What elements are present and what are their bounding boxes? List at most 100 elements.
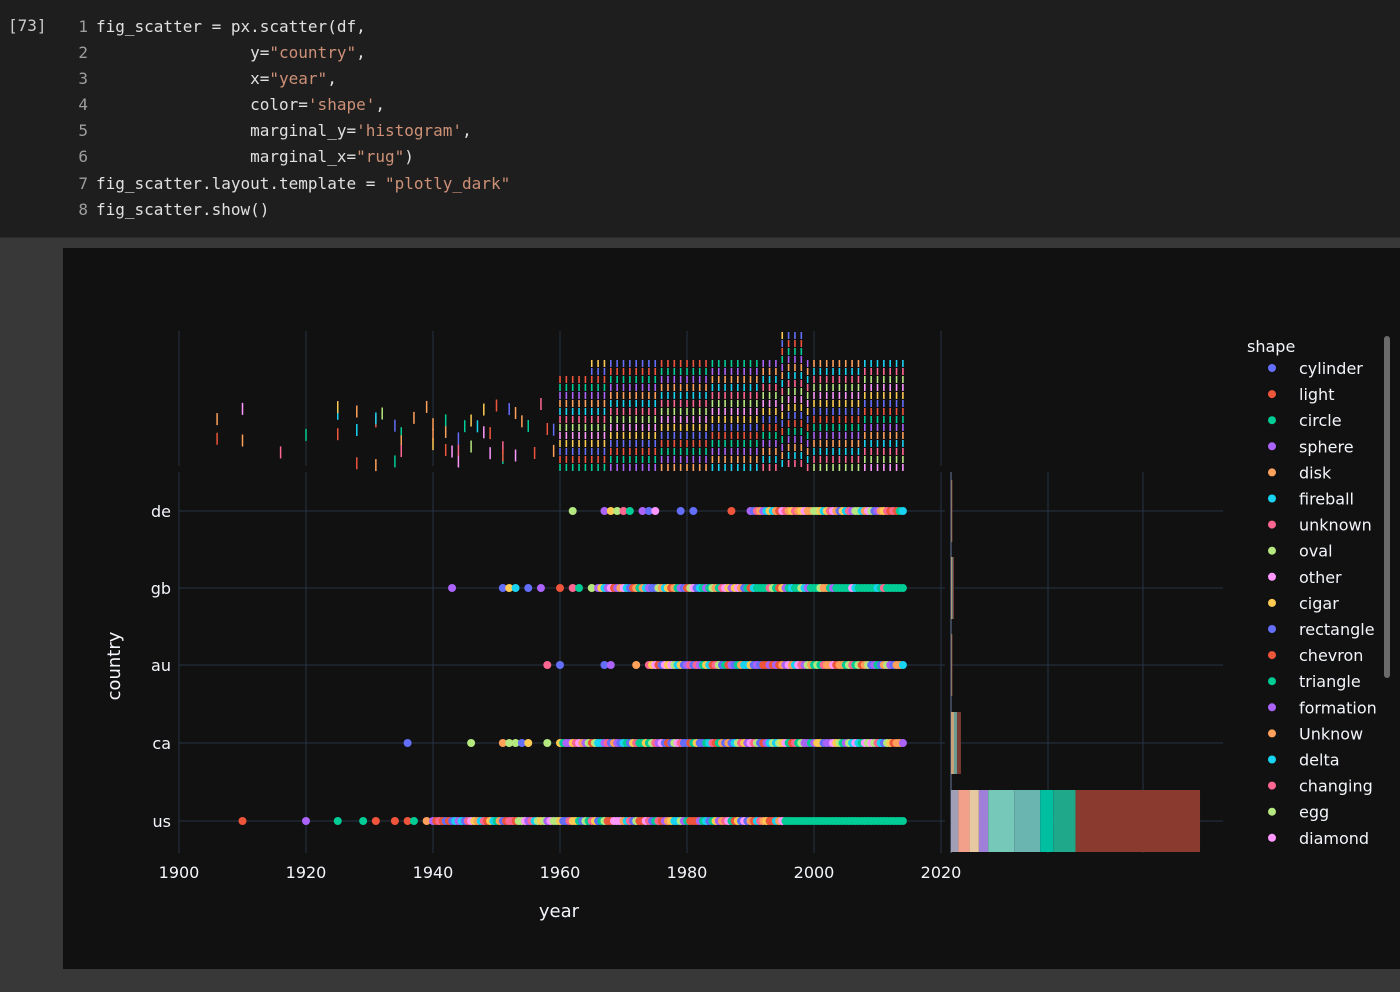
histogram-bar[interactable]	[958, 790, 970, 852]
histogram-bar[interactable]	[978, 790, 989, 852]
scatter-point[interactable]	[600, 507, 609, 515]
scatter-point[interactable]	[403, 817, 412, 825]
code-editor[interactable]: 1 fig_scatter = px.scatter(df, 2 y="countr…	[70, 14, 510, 223]
legend-scrollbar[interactable]	[1384, 336, 1390, 678]
legend-item[interactable]: rectangle	[1268, 620, 1375, 639]
histogram-bar[interactable]	[951, 480, 953, 542]
scatter-point[interactable]	[403, 739, 412, 747]
legend-item[interactable]: changing	[1268, 777, 1373, 796]
legend-item[interactable]: formation	[1268, 698, 1377, 717]
scatter-point[interactable]	[371, 817, 380, 825]
scatter-point[interactable]	[409, 817, 418, 825]
histogram-bar[interactable]	[1040, 790, 1054, 852]
code-cell[interactable]: [73] 1 fig_scatter = px.scatter(df, 2 y="c…	[0, 0, 1400, 238]
scatter-point[interactable]	[333, 817, 342, 825]
histogram-bar[interactable]	[1075, 790, 1201, 852]
legend-item[interactable]: delta	[1268, 751, 1340, 770]
scatter-point[interactable]	[898, 661, 907, 669]
scatter-point[interactable]	[898, 507, 907, 515]
scatter-point[interactable]	[898, 584, 907, 592]
scatter-point[interactable]	[606, 507, 615, 515]
scatter-point[interactable]	[898, 739, 907, 747]
scatter-point[interactable]	[505, 739, 514, 747]
scatter-point[interactable]	[467, 739, 476, 747]
legend-item[interactable]: light	[1268, 385, 1334, 404]
scatter-point[interactable]	[524, 739, 533, 747]
scatter-point[interactable]	[238, 817, 247, 825]
scatter-chart[interactable]: 1900 1920 1940 1960 1980 2000 2020 de gb au ca us y…	[63, 248, 1400, 969]
scatter-point[interactable]	[568, 584, 577, 592]
scatter-point[interactable]	[625, 507, 634, 515]
scatter-point[interactable]	[448, 584, 457, 592]
scatter-point[interactable]	[651, 507, 660, 515]
legend-item[interactable]: chevron	[1268, 646, 1363, 665]
legend-item[interactable]: cigar	[1268, 594, 1339, 613]
code-line[interactable]: 7 fig_scatter.layout.template = "plotly_d…	[70, 171, 510, 197]
legend-item[interactable]: egg	[1268, 803, 1329, 822]
scatter-point[interactable]	[511, 584, 520, 592]
histogram-bar[interactable]	[988, 790, 1015, 852]
scatter-point[interactable]	[613, 507, 622, 515]
scatter-point[interactable]	[556, 661, 564, 669]
histogram-bar[interactable]	[951, 634, 953, 696]
scatter-points[interactable]	[238, 507, 907, 825]
histogram-bar[interactable]	[952, 557, 954, 619]
scatter-point[interactable]	[390, 817, 399, 825]
scatter-point[interactable]	[575, 584, 584, 592]
code-line[interactable]: 3 x="year",	[70, 66, 510, 92]
legend-item[interactable]: disk	[1268, 463, 1332, 482]
histogram-bar[interactable]	[953, 712, 957, 774]
histogram-bar[interactable]	[1053, 790, 1076, 852]
plot-output[interactable]: 1900 1920 1940 1960 1980 2000 2020 de gb au ca us y…	[63, 248, 1400, 969]
scatter-point[interactable]	[536, 584, 545, 592]
scatter-point[interactable]	[689, 507, 698, 515]
scatter-point[interactable]	[302, 817, 310, 825]
legend-item[interactable]: cylinder	[1268, 359, 1363, 378]
scatter-point[interactable]	[568, 507, 577, 515]
scatter-point[interactable]	[556, 584, 564, 592]
scatter-point[interactable]	[727, 507, 736, 515]
legend-item[interactable]: diamond	[1268, 829, 1369, 848]
histogram-bar[interactable]	[956, 712, 961, 774]
code-line[interactable]: 2 y="country",	[70, 40, 510, 66]
scatter-point[interactable]	[898, 817, 907, 825]
code-line[interactable]: 4 color='shape',	[70, 92, 510, 118]
code-line[interactable]: 1 fig_scatter = px.scatter(df,	[70, 14, 510, 40]
scatter-point[interactable]	[517, 739, 526, 747]
scatter-point[interactable]	[676, 507, 685, 515]
scatter-point[interactable]	[524, 584, 533, 592]
legend-item[interactable]: fireball	[1268, 490, 1354, 509]
code-line[interactable]: 6 marginal_x="rug")	[70, 144, 510, 170]
scatter-point[interactable]	[644, 507, 653, 515]
legend-item[interactable]: oval	[1268, 542, 1333, 561]
histogram-bar[interactable]	[969, 790, 979, 852]
scatter-point[interactable]	[359, 817, 368, 825]
scatter-point[interactable]	[638, 507, 647, 515]
histogram-bar[interactable]	[951, 790, 959, 852]
legend[interactable]: shape cylinder light circle sphere disk fireb…	[1247, 337, 1377, 848]
scatter-point[interactable]	[498, 739, 507, 747]
scatter-point[interactable]	[543, 739, 552, 747]
legend-item[interactable]: other	[1268, 568, 1342, 587]
scatter-point[interactable]	[498, 584, 507, 592]
scatter-point[interactable]	[505, 584, 514, 592]
scatter-point[interactable]	[587, 584, 596, 592]
legend-item[interactable]: circle	[1268, 411, 1342, 430]
scatter-point[interactable]	[600, 661, 609, 669]
code-line[interactable]: 8 fig_scatter.show()	[70, 197, 510, 223]
legend-item[interactable]: unknown	[1268, 516, 1372, 535]
scatter-point[interactable]	[511, 739, 520, 747]
legend-item[interactable]: triangle	[1268, 672, 1361, 691]
legend-item[interactable]: Unknow	[1268, 724, 1363, 743]
histogram-marginal[interactable]	[951, 480, 1201, 852]
histogram-bar[interactable]	[1014, 790, 1041, 852]
scatter-point[interactable]	[543, 661, 552, 669]
histogram-bar[interactable]	[951, 712, 954, 774]
code-line[interactable]: 5 marginal_y='histogram',	[70, 118, 510, 144]
histogram-bar[interactable]	[951, 557, 953, 619]
scatter-point[interactable]	[606, 661, 615, 669]
scatter-point[interactable]	[619, 507, 628, 515]
scatter-point[interactable]	[422, 817, 431, 825]
histogram-bar[interactable]	[951, 557, 952, 619]
scatter-point[interactable]	[632, 661, 641, 669]
